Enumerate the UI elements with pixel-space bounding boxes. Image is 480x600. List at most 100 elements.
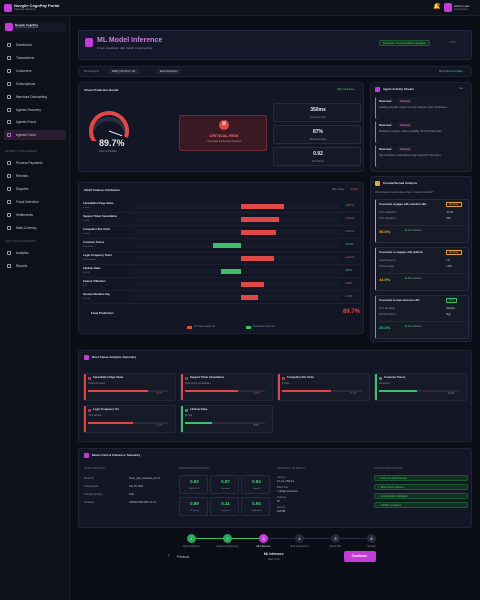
customer-id: MMM_CRITICAL_001 [109, 69, 139, 74]
sidebar-item-subscriptions[interactable]: Subscriptions [4, 79, 66, 89]
event-chip: Inference [398, 123, 412, 127]
sidebar-item-transactions[interactable]: Transactions [4, 53, 66, 63]
shap-bar [241, 282, 264, 287]
nav-icon [7, 68, 11, 73]
org-icon [5, 23, 13, 31]
sidebar-item-process-payments[interactable]: Process Payments [4, 158, 66, 168]
impact-track [185, 422, 265, 424]
alert-icon: ✕ [219, 120, 229, 130]
root-cause-card: Competitor Site Visits 5 visits 15.3% [277, 373, 370, 401]
sidebar-item-dashboard[interactable]: Dashboard [4, 40, 66, 50]
sidebar-item-refunds[interactable]: Refunds [4, 171, 66, 181]
shap-bar [241, 217, 279, 222]
sidebar-item-analytics[interactable]: Analytics [4, 248, 66, 258]
sidebar-item-agentic-recovery[interactable]: Agentic Recovery [4, 105, 66, 115]
factor-name: Competitor Site Visits [287, 376, 314, 379]
nav-icon [7, 173, 11, 178]
step-circle[interactable]: 6 [367, 534, 376, 543]
sidebar-item-disputes[interactable]: Disputes [4, 184, 66, 194]
counterfactual-panel: Counterfactual Analysis What changes wou… [370, 176, 472, 342]
difficulty-button[interactable]: Moderate [446, 202, 462, 207]
scenario-title: If customer engages with retention offer [379, 203, 427, 206]
difficulty-button[interactable]: Easy [446, 298, 458, 303]
factor-icon [185, 377, 188, 380]
difficulty-button[interactable]: Moderate [446, 250, 462, 255]
telemetry-value: 128 MB [277, 510, 286, 513]
nav-icon [7, 120, 11, 125]
sidebar-item-reports[interactable]: Reports [4, 261, 66, 271]
sidebar-item-label: Disputes [16, 186, 29, 191]
probability-label: Churn Probability [99, 150, 118, 153]
sidebar-item-multi-currency[interactable]: Multi-Currency [4, 223, 66, 233]
stat-value: 87% [312, 129, 323, 135]
feature-impact: +15.3% [345, 230, 354, 233]
shap-bar [213, 243, 241, 248]
factor-name: Support Ticket Cancellation [190, 376, 225, 379]
shap-track [135, 295, 339, 300]
factor-impact: -8.5% [253, 425, 260, 427]
current-step-label: ML Inference [264, 552, 284, 556]
factor-name: Cancellation Page Views [93, 376, 124, 379]
nav-icon [7, 94, 11, 99]
activity-event: Reasoned Inference Prediction complete. Ch… [375, 121, 469, 143]
row-value: Offer [446, 218, 452, 220]
governance-check: ✓ Bias Check Passed [374, 484, 468, 490]
telemetry-value: 1 (Single inference) [277, 490, 298, 493]
final-prediction-value: 89.7% [343, 309, 361, 315]
feature-name: Cancellation Page Views [83, 202, 114, 205]
confidence-badge: High Confidence [337, 88, 355, 91]
feature-value: 3 visits [83, 207, 90, 209]
counterfactual-card: If customer accepts discount offer Easy Pr… [375, 295, 469, 339]
accent-bar [278, 374, 280, 400]
nav-icon [7, 81, 11, 86]
step-circle[interactable]: ✓ [223, 534, 232, 543]
step-label: Review [367, 545, 376, 548]
impact-bar [185, 422, 213, 424]
stat-box: 0.92 AUC Score [273, 147, 361, 166]
sidebar-item-fraud-detection[interactable]: Fraud Detection [4, 197, 66, 207]
previous-button[interactable]: Previous [177, 555, 190, 559]
event-chip: Inference [398, 147, 412, 151]
continue-label: Continue [351, 554, 367, 558]
step-circle[interactable]: ✓ [187, 534, 196, 543]
impact-bar [185, 390, 238, 392]
feature-impact: -12.0% [345, 243, 354, 246]
sidebar-item-customers[interactable]: Customers [4, 66, 66, 76]
sidebar-item-label: Customers [16, 68, 32, 73]
registry-key: Training Samples [84, 493, 103, 496]
divider [379, 273, 465, 274]
step-circle[interactable]: 3 [259, 534, 268, 543]
row-value: Satisfied [446, 308, 455, 310]
governance-check: ✓ Explainability Validated [374, 493, 468, 499]
impact-track [88, 390, 168, 392]
risk-sub: Immediate intervention required [207, 140, 241, 143]
metric-value: 0.87 [221, 479, 230, 484]
step-circle[interactable]: 5 [331, 534, 340, 543]
nav-icon [7, 225, 11, 230]
shap-bar [241, 295, 259, 300]
churn-probability: 89.7% [99, 138, 125, 148]
user-name[interactable]: Admin User [454, 4, 470, 8]
sidebar-item-agentic-fraud[interactable]: Agentic Fraud [4, 117, 66, 127]
sidebar-item-settlements[interactable]: Settlements [4, 210, 66, 220]
counterfactual-icon [375, 181, 380, 186]
avatar[interactable] [444, 3, 452, 12]
continue-button[interactable]: Continue › [344, 551, 376, 562]
root-cause-card: Cancellation Page Views 3 visits this wee… [83, 373, 176, 401]
step-label: Risk Assessment [290, 545, 309, 548]
model-card-icon [84, 453, 89, 458]
shap-row: Session Duration Avg 4.2 min +7.6% [83, 292, 361, 304]
shap-track [135, 230, 339, 235]
legend-swatch-decrease [246, 326, 251, 329]
sidebar-item-merchant-onboarding[interactable]: Merchant Onboarding [4, 92, 66, 102]
step-circle[interactable]: 4 [295, 534, 304, 543]
bell-icon[interactable]: 🔔 [433, 4, 441, 10]
feature-impact: +9.8% [345, 282, 353, 285]
factor-icon [379, 377, 382, 380]
governance-title: GOVERNANCE CRITERIA [374, 467, 403, 470]
row-key: Price Sensitivity [379, 308, 396, 310]
sidebar-item-agentic-churn[interactable]: Agentic Churn [4, 130, 66, 141]
factor-icon [282, 377, 285, 380]
nav-icon [7, 251, 11, 255]
analysis-status: ML Analysis Complete [439, 70, 463, 73]
